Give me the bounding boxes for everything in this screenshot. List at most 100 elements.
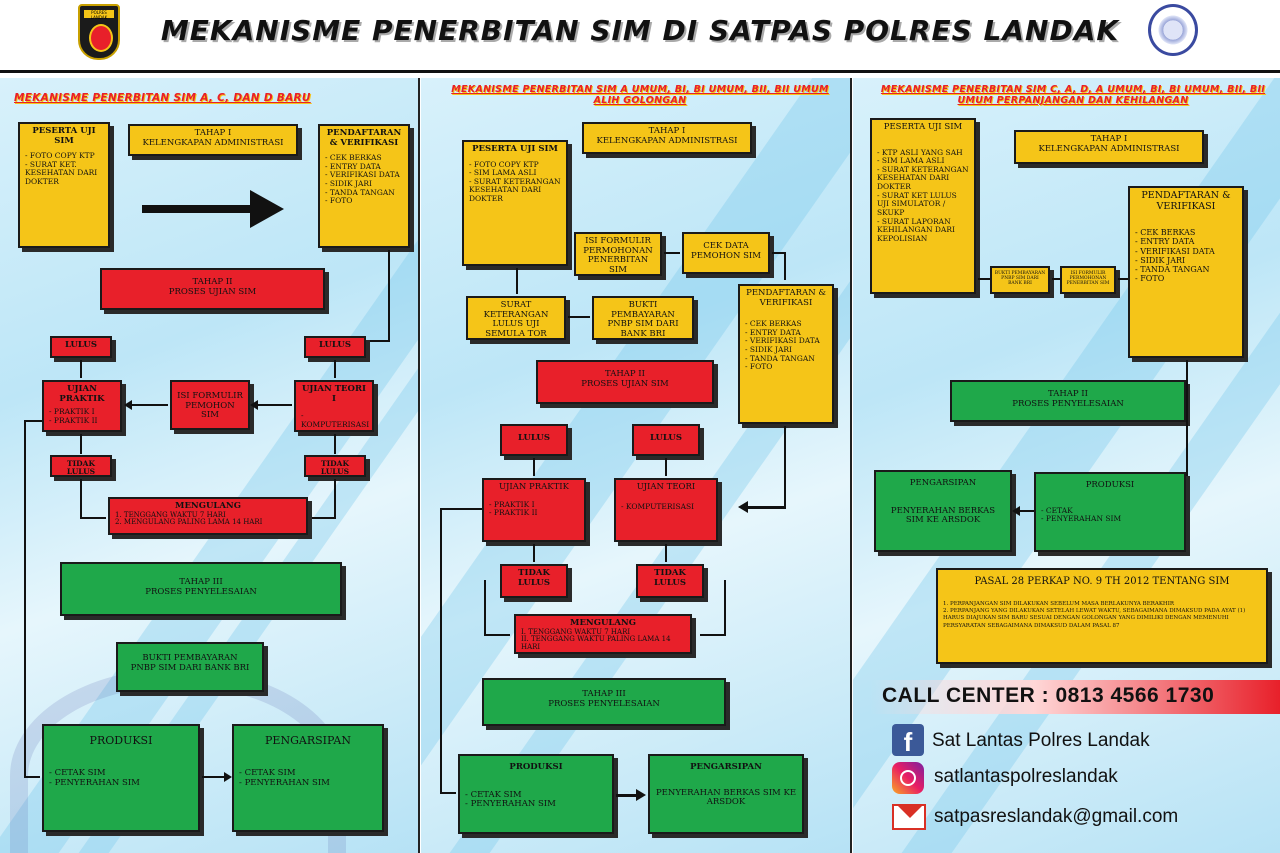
connector xyxy=(784,426,786,508)
list-item: - FOTO xyxy=(745,362,773,372)
p1-lulus-right: LULUS xyxy=(304,336,366,358)
list-item: - FOTO COPY KTP xyxy=(469,159,539,169)
connector xyxy=(440,508,442,794)
p2-peserta-box: PESERTA UJI SIM - FOTO COPY KTP - SIM LA… xyxy=(462,140,568,266)
p1-praktik-title: UJIAN PRAKTIK xyxy=(59,384,105,404)
logo-polres-left: POLRES LANDAK xyxy=(78,4,120,60)
p1-praktik-box: UJIAN PRAKTIK - PRAKTIK I - PRAKTIK II xyxy=(42,380,122,432)
p1-bukti-box: BUKTI PEMBAYARAN PNBP SIM DARI BANK BRI xyxy=(116,642,264,692)
p1-teori-title: UJIAN TEORI I xyxy=(302,384,366,404)
p3-produksi-box: PRODUKSI - CETAK - PENYERAHAN SIM xyxy=(1034,472,1186,552)
list-item: - ENTRY DATA xyxy=(745,327,801,337)
facebook-icon[interactable]: f xyxy=(892,724,924,757)
p1-peserta-box: PESERTA UJI SIM - FOTO COPY KTP - SURAT … xyxy=(18,122,110,248)
list-item: - CETAK SIM xyxy=(239,768,296,779)
list-item: - PRAKTIK I xyxy=(489,499,535,509)
panel-1-title: MEKANISME PENERBITAN SIM A, C, DAN D BAR… xyxy=(14,92,311,104)
p3-pasal-box: PASAL 28 PERKAP NO. 9 TH 2012 TENTANG SI… xyxy=(936,568,1268,664)
instagram-link[interactable]: satlantaspolreslandak xyxy=(934,766,1118,787)
list-item: - VERIFIKASI DATA xyxy=(1135,246,1215,256)
connector xyxy=(665,458,667,476)
connector xyxy=(252,404,292,406)
list-item: - PENYERAHAN SIM xyxy=(1041,514,1122,524)
p2-praktik-box: UJIAN PRAKTIK - PRAKTIK I - PRAKTIK II xyxy=(482,478,586,542)
connector xyxy=(516,268,518,294)
list-item: - CETAK xyxy=(1041,505,1073,515)
connector xyxy=(533,544,535,562)
list-item: - SIDIK JARI xyxy=(325,178,373,188)
connector xyxy=(388,250,390,342)
p1-produksi-title: PRODUKSI xyxy=(89,734,153,747)
list-item: - TANDA TANGAN xyxy=(745,353,815,363)
call-center-text: CALL CENTER : 0813 4566 1730 xyxy=(882,684,1215,707)
p3-bukti-small-box: BUKTI PEMBAYARAN PNBP SIM DARI BANK BRI xyxy=(990,266,1050,294)
connector xyxy=(80,479,82,519)
connector xyxy=(310,517,336,519)
list-item: - KTP ASLI YANG SAH xyxy=(877,147,963,157)
divider-2 xyxy=(850,78,852,853)
connector xyxy=(665,544,667,562)
p2-pendaftaran-box: PENDAFTARAN & VERIFIKASI - CEK BERKAS - … xyxy=(738,284,834,424)
connector xyxy=(784,252,786,280)
gmail-icon[interactable] xyxy=(892,804,926,830)
email-link[interactable]: satpasreslandak@gmail.com xyxy=(934,806,1179,827)
p2-tidak-lulus-right: TIDAK LULUS xyxy=(636,564,704,598)
p3-pengarsipan-title: PENGARSIPAN xyxy=(909,478,977,488)
p3-tahap1-box: TAHAP I KELENGKAPAN ADMINISTRASI xyxy=(1014,130,1204,164)
connector xyxy=(748,506,786,509)
big-arrow-head-icon xyxy=(250,190,284,228)
p1-teori-box: UJIAN TEORI I - KOMPUTERISASI xyxy=(294,380,374,432)
logo-emblem-icon xyxy=(89,24,113,52)
p1-tahap2-box: TAHAP II PROSES UJIAN SIM xyxy=(100,268,325,310)
panel-3-title: MEKANISME PENERBITAN SIM C, A, D, A UMUM… xyxy=(880,84,1266,106)
facebook-link[interactable]: Sat Lantas Polres Landak xyxy=(932,730,1150,751)
list-item: - SURAT LAPORAN KEHILANGAN DARI KEPOLISI… xyxy=(877,216,955,243)
list-item: - SIM LAMA ASLI xyxy=(877,156,945,166)
p2-mengulang-box: MENGULANG I. TENGGANG WAKTU 7 HARI II. T… xyxy=(514,614,692,654)
list-item: - CEK BERKAS xyxy=(325,153,382,163)
p3-produksi-title: PRODUKSI xyxy=(1085,480,1135,490)
arrow-left-icon xyxy=(124,400,132,410)
arrow-left-icon xyxy=(1012,506,1020,516)
p2-pengarsipan-box: PENGARSIPAN PENYERAHAN BERKAS SIM KE ARS… xyxy=(648,754,804,834)
connector xyxy=(1118,278,1128,280)
p2-produksi-title: PRODUKSI xyxy=(509,762,563,772)
call-center-banner xyxy=(870,680,1280,714)
p1-produksi-box: PRODUKSI - CETAK SIM - PENYERAHAN SIM xyxy=(42,724,200,832)
p3-pasal-title: PASAL 28 PERKAP NO. 9 TH 2012 TENTANG SI… xyxy=(974,576,1230,587)
p2-surat-box: SURAT KETERANGAN LULUS UJI SEMULA TOR xyxy=(466,296,566,340)
p2-produksi-box: PRODUKSI - CETAK SIM - PENYERAHAN SIM xyxy=(458,754,614,834)
connector xyxy=(533,458,535,476)
connector xyxy=(664,252,680,254)
logo-lantas-right-icon xyxy=(1148,4,1198,56)
p2-cek-data-box: CEK DATA PEMOHON SIM xyxy=(682,232,770,274)
list-item: - PRAKTIK II xyxy=(489,508,538,518)
connector xyxy=(440,792,456,794)
arrow-left-icon xyxy=(738,501,748,513)
list-item: - TANDA TANGAN xyxy=(325,187,395,197)
connector xyxy=(978,278,990,280)
p1-mengulang-title: MENGULANG xyxy=(175,501,241,511)
list-item: - PENYERAHAN SIM xyxy=(465,799,556,810)
p3-isi-small-box: ISI FORMULIR PERMOHONAN PENERBITAN SIM xyxy=(1060,266,1116,294)
arrow-right-icon xyxy=(224,772,232,782)
p1-tidak-lulus-left: TIDAK LULUS xyxy=(50,455,112,477)
list-item: 2. MENGULANG PALING LAMA 14 HARI xyxy=(115,518,263,527)
p2-pendaftaran-title: PENDAFTARAN & VERIFIKASI xyxy=(746,288,826,308)
p1-tahap1-box: TAHAP I KELENGKAPAN ADMINISTRASI xyxy=(128,124,298,156)
list-item: - PENYERAHAN SIM xyxy=(49,778,140,789)
list-item: - CEK BERKAS xyxy=(745,319,802,329)
instagram-icon[interactable] xyxy=(892,762,924,794)
arrow-right-icon xyxy=(636,789,646,801)
list-item: - VERIFIKASI DATA xyxy=(745,336,820,346)
p3-pengarsipan-box: PENGARSIPAN PENYERAHAN BERKAS SIM KE ARS… xyxy=(874,470,1012,552)
connector xyxy=(80,434,82,454)
list-item: - FOTO COPY KTP xyxy=(25,151,95,161)
connector xyxy=(484,634,510,636)
p3-peserta-box: PESERTA UJI SIM - KTP ASLI YANG SAH - SI… xyxy=(870,118,976,294)
p1-pendaftaran-title: PENDAFTARAN & VERIFIKASI xyxy=(326,128,402,148)
p3-pendaftaran-box: PENDAFTARAN & VERIFIKASI - CEK BERKAS - … xyxy=(1128,186,1244,358)
p1-tidak-lulus-right: TIDAK LULUS xyxy=(304,455,366,477)
connector xyxy=(700,634,726,636)
p2-praktik-title: UJIAN PRAKTIK xyxy=(499,482,569,492)
